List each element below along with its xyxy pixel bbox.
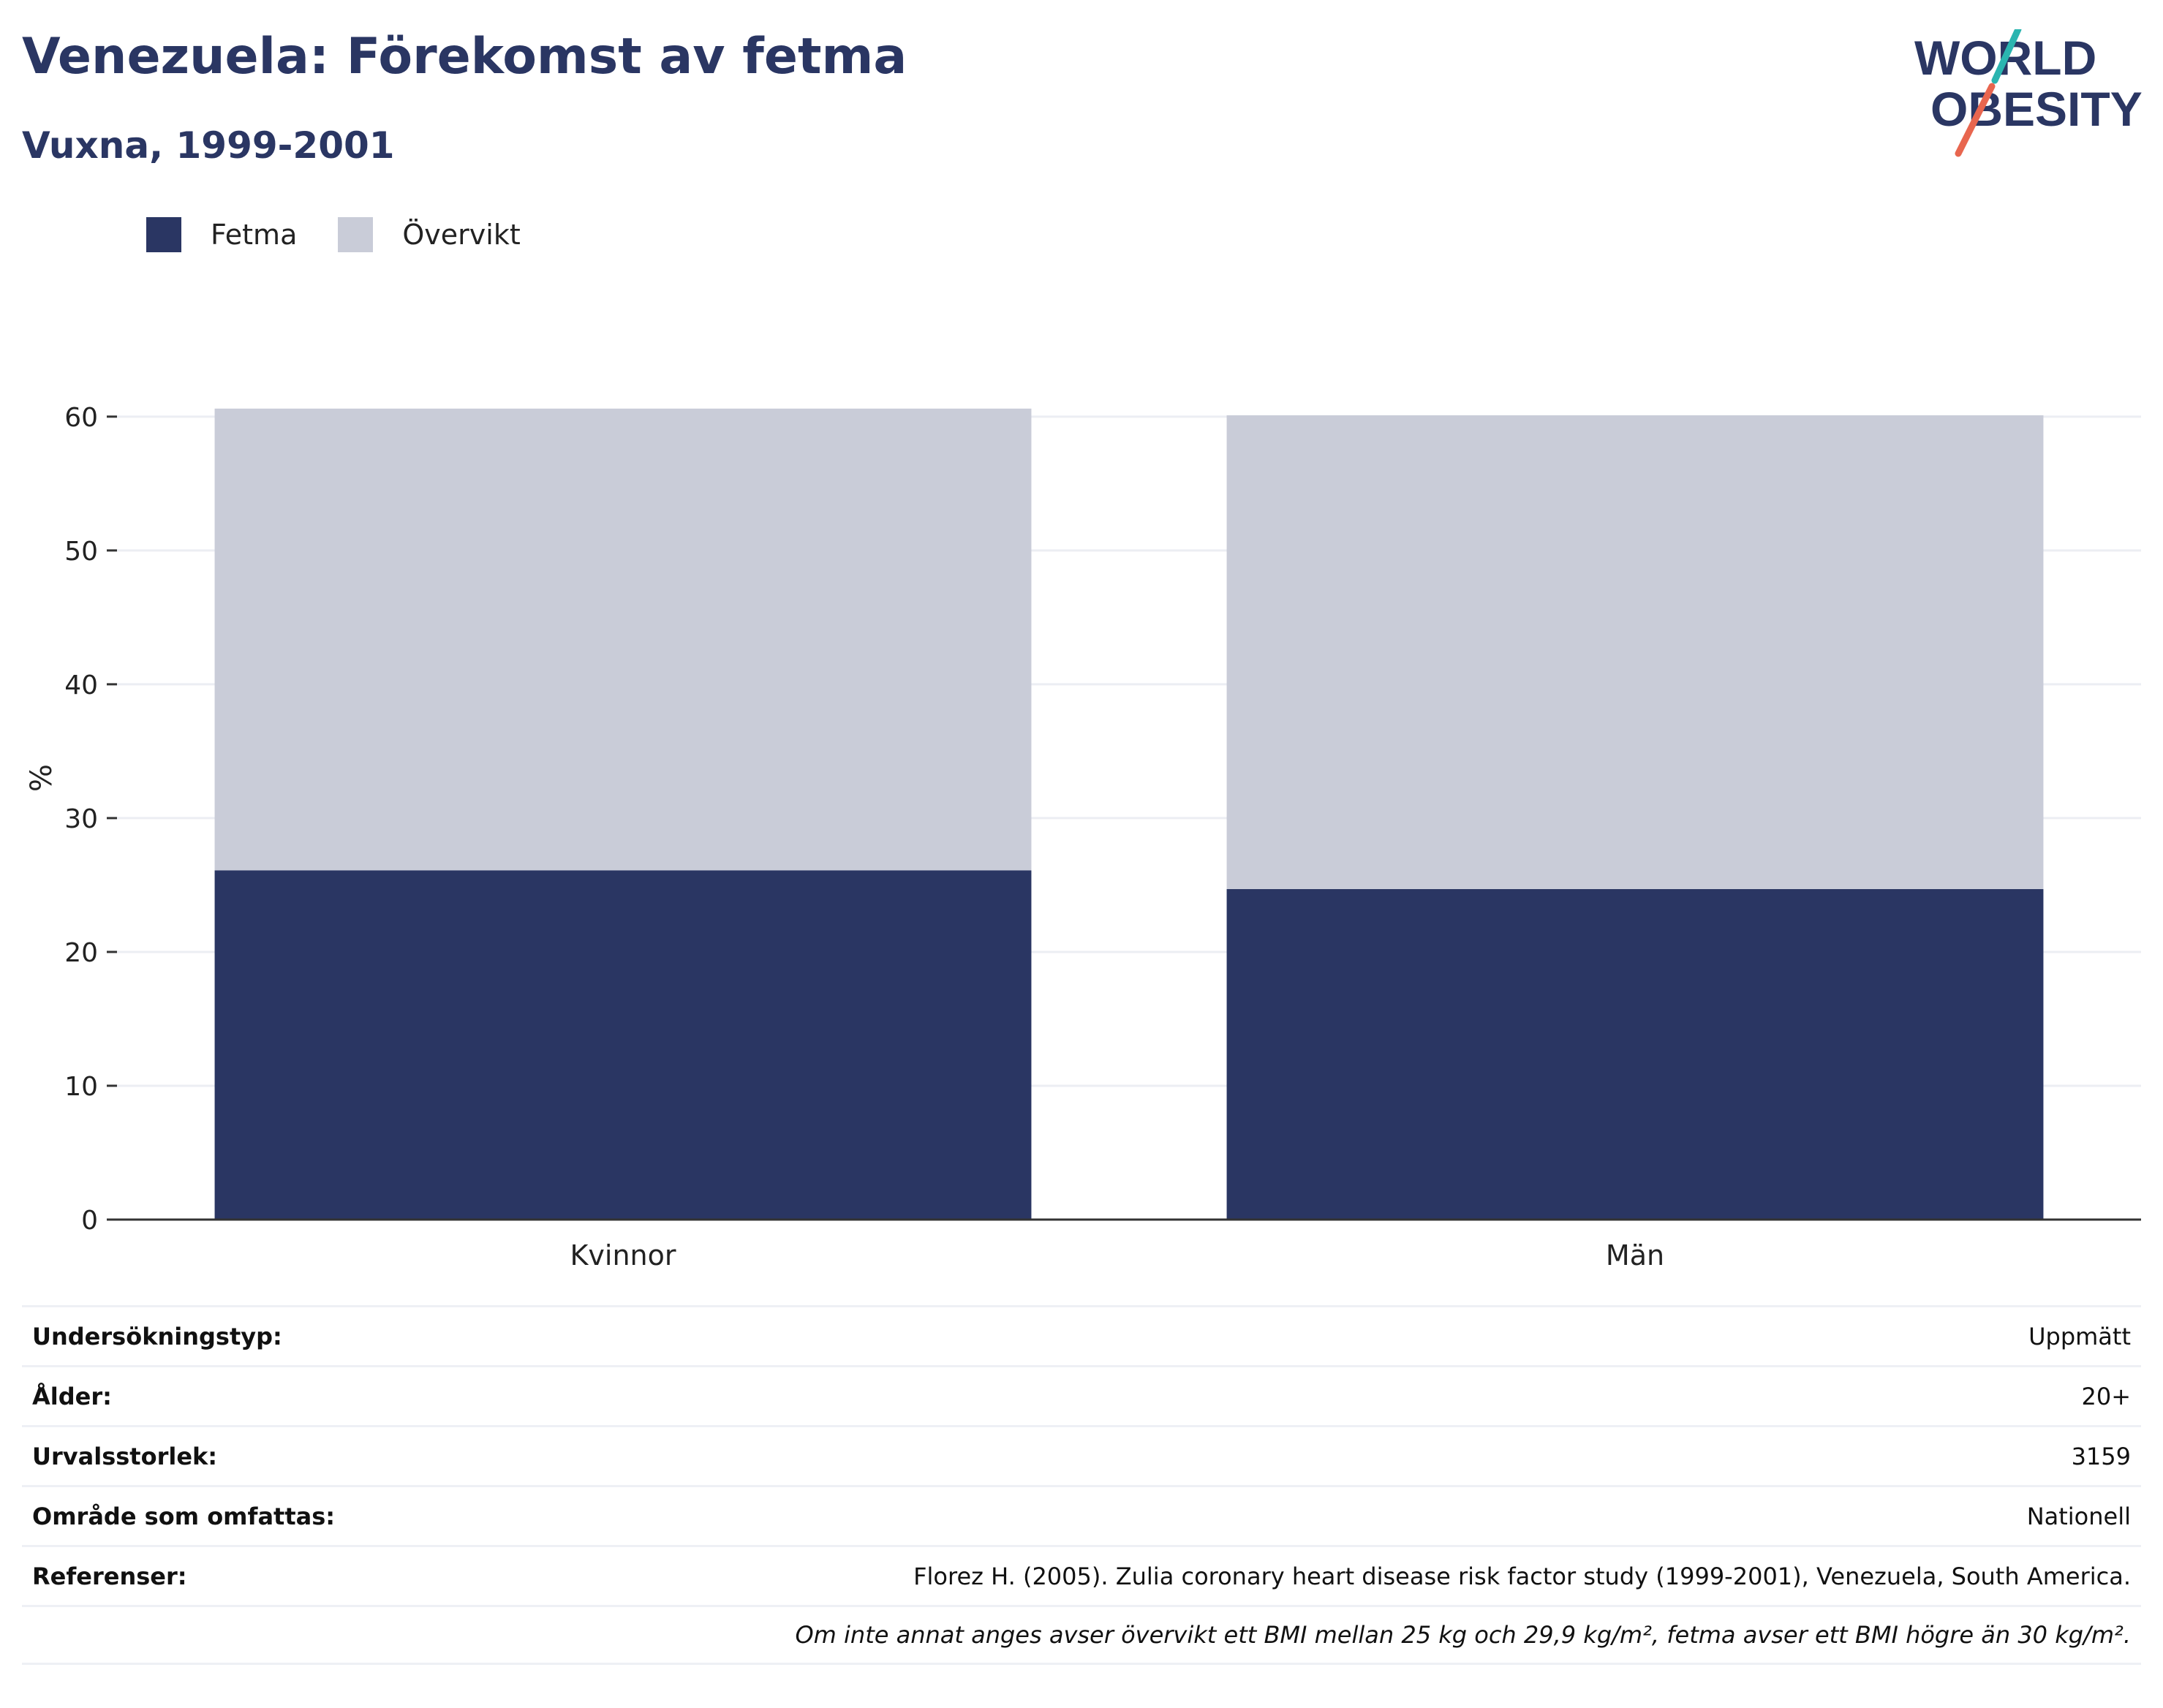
- info-row-references: Referenser: Florez H. (2005). Zulia coro…: [22, 1545, 2141, 1605]
- legend-swatch-overvikt: [338, 217, 374, 252]
- y-tick-label: 50: [64, 537, 98, 567]
- page-subtitle: Vuxna, 1999-2001: [22, 124, 395, 167]
- info-value: Nationell: [2026, 1502, 2131, 1530]
- info-row-note: Om inte annat anges avser övervikt ett B…: [22, 1605, 2141, 1665]
- bar-overvikt-1: [1226, 415, 2044, 889]
- logo-line2: OBESITY: [1930, 82, 2143, 136]
- info-value: 3159: [2071, 1442, 2131, 1470]
- legend-item-overvikt[interactable]: Övervikt: [338, 217, 521, 252]
- logo-slash-bottom: [1955, 83, 1996, 157]
- x-tick-label: Kvinnor: [570, 1239, 676, 1271]
- y-tick-label: 30: [64, 804, 98, 834]
- info-label: Ålder:: [32, 1382, 112, 1410]
- info-label: Urvalsstorlek:: [32, 1442, 218, 1470]
- bar-fetma-1: [1226, 888, 2044, 1220]
- y-tick-label: 40: [64, 670, 98, 700]
- info-label: Referenser:: [32, 1562, 187, 1590]
- info-note: Om inte annat anges avser övervikt ett B…: [795, 1621, 2131, 1649]
- y-tick-label: 60: [64, 403, 98, 433]
- y-tick-label: 10: [64, 1072, 98, 1102]
- bar-fetma-0: [214, 870, 1032, 1220]
- logo-slash-top: [1991, 29, 2022, 84]
- world-obesity-logo: WORLD OBESITY: [1914, 29, 2143, 157]
- y-axis-label: %: [25, 764, 58, 792]
- legend-swatch-fetma: [146, 217, 181, 252]
- legend-label-overvikt: Övervikt: [402, 219, 521, 251]
- info-row-survey-type: Undersökningstyp: Uppmätt: [22, 1305, 2141, 1365]
- info-row-sample-size: Urvalsstorlek: 3159: [22, 1425, 2141, 1485]
- info-label: Undersökningstyp:: [32, 1322, 282, 1350]
- chart-legend: Fetma Övervikt: [146, 216, 562, 254]
- legend-label-fetma: Fetma: [211, 219, 298, 251]
- page-title: Venezuela: Förekomst av fetma: [22, 28, 907, 86]
- bar-overvikt-0: [214, 408, 1032, 871]
- info-value: 20+: [2081, 1382, 2131, 1410]
- y-tick-label: 0: [81, 1206, 98, 1236]
- x-tick-label: Män: [1606, 1239, 1664, 1271]
- info-label: Område som omfattas:: [32, 1502, 336, 1530]
- stacked-bar-chart: 0 10 20 30 40 50 60% Kvinnor Män: [25, 403, 2141, 1271]
- info-value: Uppmätt: [2028, 1322, 2131, 1350]
- info-value: Florez H. (2005). Zulia coronary heart d…: [913, 1562, 2131, 1590]
- info-row-area: Område som omfattas: Nationell: [22, 1485, 2141, 1545]
- info-table: Undersökningstyp: Uppmätt Ålder: 20+ Urv…: [22, 1305, 2141, 1665]
- legend-item-fetma[interactable]: Fetma: [146, 217, 297, 252]
- info-row-age: Ålder: 20+: [22, 1365, 2141, 1425]
- y-tick-label: 20: [64, 938, 98, 968]
